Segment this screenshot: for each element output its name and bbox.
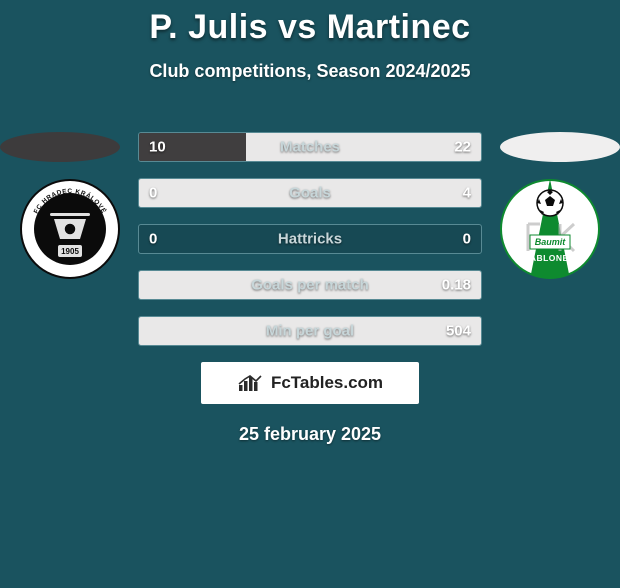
crest-right-svg: Baumit JABLONEC — [500, 179, 600, 279]
crest-right-text-bot: JABLONEC — [525, 253, 576, 263]
stat-val-left: 10 — [149, 139, 166, 156]
player-right-ellipse — [500, 132, 620, 162]
crest-left-svg: FC HRADEC KRÁLOVÉ 1905 — [20, 179, 120, 279]
stat-val-right: 0 — [463, 231, 471, 248]
stat-label: Matches — [280, 139, 340, 156]
stat-label: Goals per match — [251, 277, 369, 294]
stat-label: Min per goal — [266, 323, 354, 340]
stat-row-min-per-goal: Min per goal 504 — [138, 316, 482, 346]
stat-val-left: 0 — [149, 231, 157, 248]
crest-right: Baumit JABLONEC — [500, 179, 600, 279]
player-left-ellipse — [0, 132, 120, 162]
stats-bars: 10 Matches 22 0 Goals 4 0 Hattricks 0 Go… — [138, 132, 482, 445]
stat-label: Goals — [289, 185, 331, 202]
stat-val-right: 504 — [446, 323, 471, 340]
stat-val-right: 22 — [454, 139, 471, 156]
stat-val-left: 0 — [149, 185, 157, 202]
branding-badge: FcTables.com — [201, 362, 419, 404]
crest-left: FC HRADEC KRÁLOVÉ 1905 — [20, 179, 120, 279]
subtitle: Club competitions, Season 2024/2025 — [0, 61, 620, 82]
stat-row-hattricks: 0 Hattricks 0 — [138, 224, 482, 254]
page-title: P. Julis vs Martinec — [0, 8, 620, 47]
stat-val-right: 4 — [463, 185, 471, 202]
stat-row-matches: 10 Matches 22 — [138, 132, 482, 162]
crest-right-text-mid: Baumit — [535, 237, 567, 247]
bar-chart-icon — [237, 373, 263, 393]
footer-date: 25 february 2025 — [138, 424, 482, 445]
stat-label: Hattricks — [278, 231, 342, 248]
crest-left-year: 1905 — [61, 247, 79, 256]
stat-val-right: 0.18 — [442, 277, 471, 294]
branding-text: FcTables.com — [271, 373, 383, 393]
stat-row-goals: 0 Goals 4 — [138, 178, 482, 208]
stat-row-goals-per-match: Goals per match 0.18 — [138, 270, 482, 300]
